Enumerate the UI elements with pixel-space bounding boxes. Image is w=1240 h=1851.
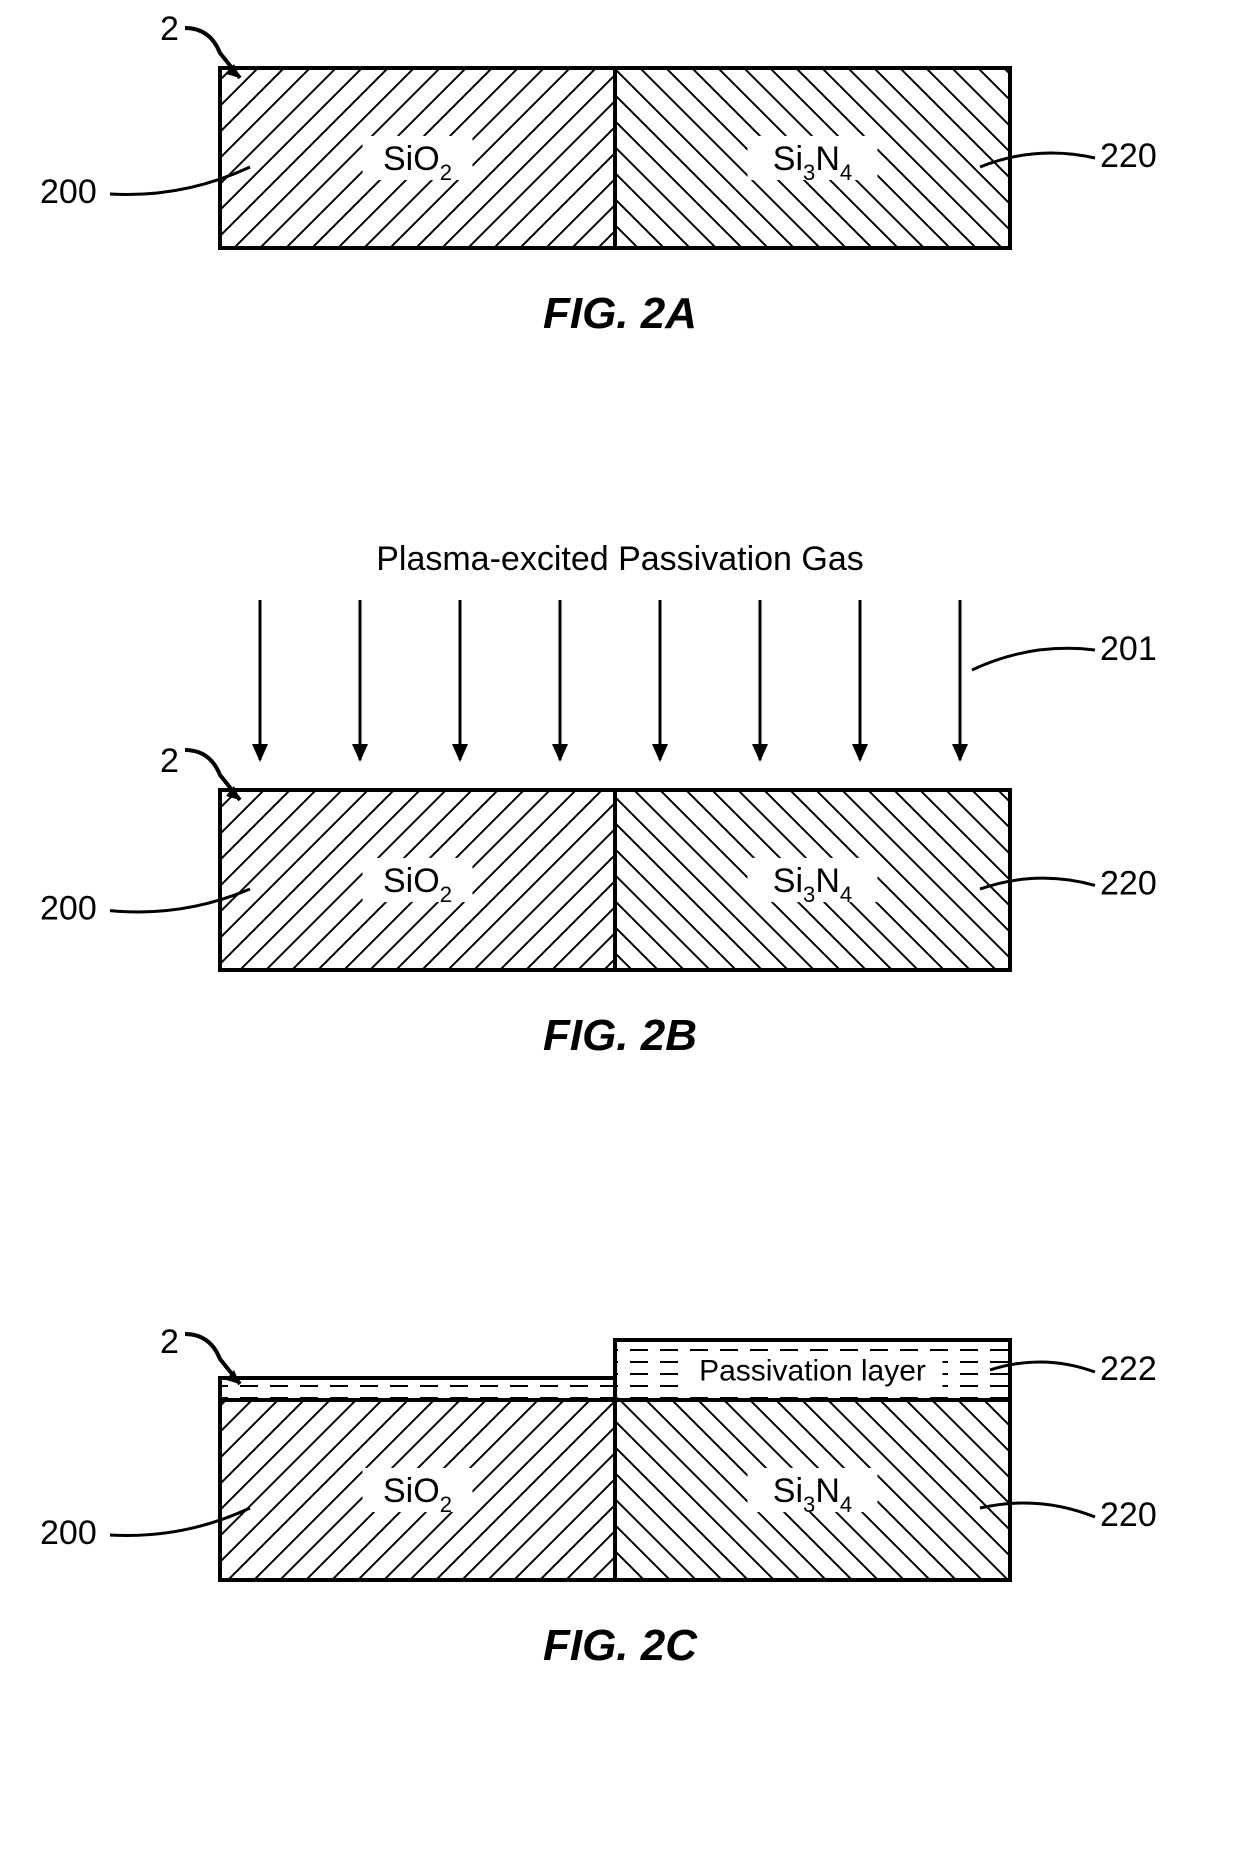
ref-220: 220 [1100,1496,1157,1534]
figure-2c: Passivation layerSiO2Si3N42200220222FIG.… [40,1323,1157,1670]
ref-222: 222 [1100,1350,1157,1388]
ref-2: 2 [160,10,179,48]
ref-200: 200 [40,173,97,211]
figure-2b: Plasma-excited Passivation GasSiO2Si3N42… [40,540,1157,1060]
passivation-left [220,1378,615,1400]
ref-2: 2 [160,1323,179,1361]
ref-2: 2 [160,742,179,780]
passivation-label: Passivation layer [699,1355,926,1388]
figure-label-2b: FIG. 2B [543,1011,697,1060]
reference-lead [972,648,1095,670]
page: SiO2Si3N42200220FIG. 2A Plasma-excited P… [0,0,1240,1846]
figure-2a: SiO2Si3N42200220FIG. 2A [40,10,1157,338]
figure-label-2a: FIG. 2A [543,289,697,338]
ref-200: 200 [40,1514,97,1552]
figure-label-2c: FIG. 2C [543,1621,698,1670]
ref-201: 201 [1100,630,1157,668]
diagram-canvas: SiO2Si3N42200220FIG. 2A Plasma-excited P… [0,0,1240,1846]
ref-220: 220 [1100,864,1157,902]
ref-220: 220 [1100,137,1157,175]
ref-200: 200 [40,890,97,928]
passivation-gas-title: Plasma-excited Passivation Gas [376,540,864,578]
